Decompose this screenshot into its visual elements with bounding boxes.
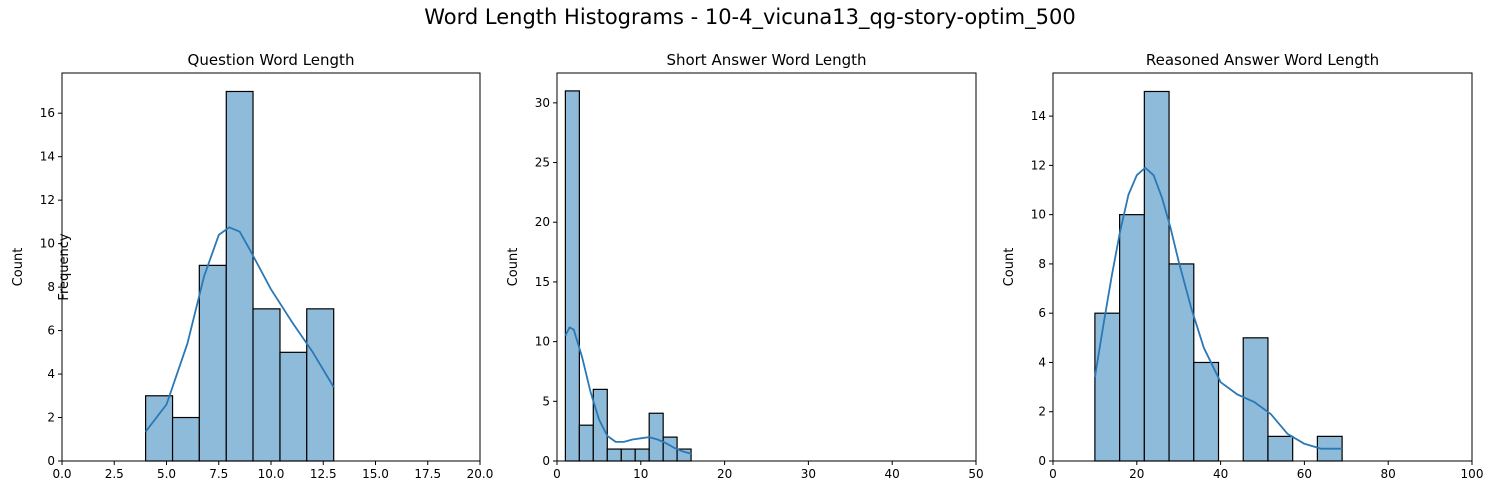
x-tick-label: 17.5 (414, 467, 441, 481)
y-tick-label: 8 (1038, 257, 1046, 271)
x-tick-label: 0.0 (52, 467, 71, 481)
histogram-bar (171, 416, 200, 462)
x-tick-label: 7.5 (209, 467, 228, 481)
x-tick-label: 40 (1213, 467, 1228, 481)
figure-title: Word Length Histograms - 10-4_vicuna13_q… (424, 5, 1076, 29)
y-tick-label: 4 (47, 367, 55, 381)
histogram-bar (306, 308, 335, 462)
y-tick-label: 14 (1031, 109, 1046, 123)
axes-frame (1052, 72, 1473, 462)
y-tick-label: 12 (40, 193, 55, 207)
histogram-bar (564, 90, 580, 462)
histogram-bar (1168, 263, 1195, 462)
histogram-bar (1094, 312, 1121, 462)
subplot-2: 0 10 20 30 40 50 0 5 10 15 20 25 30 Short Answer Word… (506, 51, 984, 481)
y-tick-label: 20 (535, 215, 550, 229)
x-tick-label: 10.0 (258, 467, 285, 481)
subplot-title: Question Word Length (188, 51, 355, 69)
histogram-bar (1143, 90, 1170, 462)
histogram-bar (620, 448, 636, 462)
y-tick-label: 5 (542, 394, 550, 408)
y-tick-label: 0 (542, 454, 550, 468)
axes-frame (556, 72, 977, 462)
histogram-bar (198, 264, 227, 462)
y-axis-label: Count (506, 248, 521, 287)
x-tick-label: 2.5 (105, 467, 124, 481)
subplot-3: 0 20 40 60 80 100 0 2 4 6 8 10 12 14 Reasoned Answer W… (1002, 51, 1483, 481)
y-tick-label: 2 (1038, 405, 1046, 419)
x-tick-label: 12.5 (310, 467, 337, 481)
histogram-bar (225, 90, 254, 462)
histogram-bar (634, 448, 650, 462)
histogram-bar (145, 395, 174, 462)
histogram-bar (1193, 361, 1220, 462)
overlay-axis-label: Frequency (57, 233, 72, 300)
histogram-bar (592, 388, 608, 462)
y-tick-label: 25 (535, 156, 550, 170)
y-tick-label: 30 (535, 96, 550, 110)
y-tick-label: 2 (47, 411, 55, 425)
x-tick-label: 0 (1049, 467, 1057, 481)
subplot-1: 0.0 2.5 5.0 7.5 10.0 12.5 15.0 17.5 20.0 0 2 4 6 8 10 1… (11, 51, 493, 481)
x-tick-label: 50 (968, 467, 983, 481)
x-tick-label: 0 (553, 467, 561, 481)
y-tick-label: 4 (1038, 355, 1046, 369)
y-tick-label: 10 (1031, 208, 1046, 222)
x-tick-label: 20.0 (467, 467, 494, 481)
y-tick-label: 6 (1038, 306, 1046, 320)
y-tick-label: 6 (47, 324, 55, 338)
y-tick-label: 8 (47, 280, 55, 294)
x-tick-label: 5.0 (157, 467, 176, 481)
y-tick-label: 16 (40, 106, 55, 120)
x-tick-label: 100 (1461, 467, 1484, 481)
kde-line (144, 226, 335, 433)
x-tick-label: 20 (1129, 467, 1144, 481)
y-tick-label: 12 (1031, 158, 1046, 172)
kde-line (1094, 166, 1343, 450)
histogram-bar (1119, 214, 1145, 462)
subplot-title: Reasoned Answer Word Length (1146, 51, 1379, 69)
y-tick-label: 15 (535, 275, 550, 289)
histogram-bar (1267, 435, 1294, 462)
kde-line (564, 326, 692, 455)
histogram-bar (578, 424, 594, 462)
x-tick-label: 30 (801, 467, 816, 481)
y-axis-label: Count (11, 248, 26, 287)
y-tick-label: 10 (40, 237, 55, 251)
y-axis-label: Count (1002, 248, 1017, 287)
x-tick-label: 10 (633, 467, 648, 481)
histogram-bar (606, 448, 622, 462)
x-tick-label: 60 (1297, 467, 1312, 481)
x-tick-label: 80 (1381, 467, 1396, 481)
x-tick-label: 15.0 (362, 467, 389, 481)
subplot-title: Short Answer Word Length (666, 51, 866, 69)
y-tick-label: 0 (1038, 454, 1046, 468)
histogram-bar (252, 308, 281, 462)
histogram-bar (279, 351, 308, 462)
x-tick-label: 40 (885, 467, 900, 481)
y-tick-label: 0 (47, 454, 55, 468)
y-tick-label: 14 (40, 150, 55, 164)
y-tick-label: 10 (535, 335, 550, 349)
x-tick-label: 20 (717, 467, 732, 481)
